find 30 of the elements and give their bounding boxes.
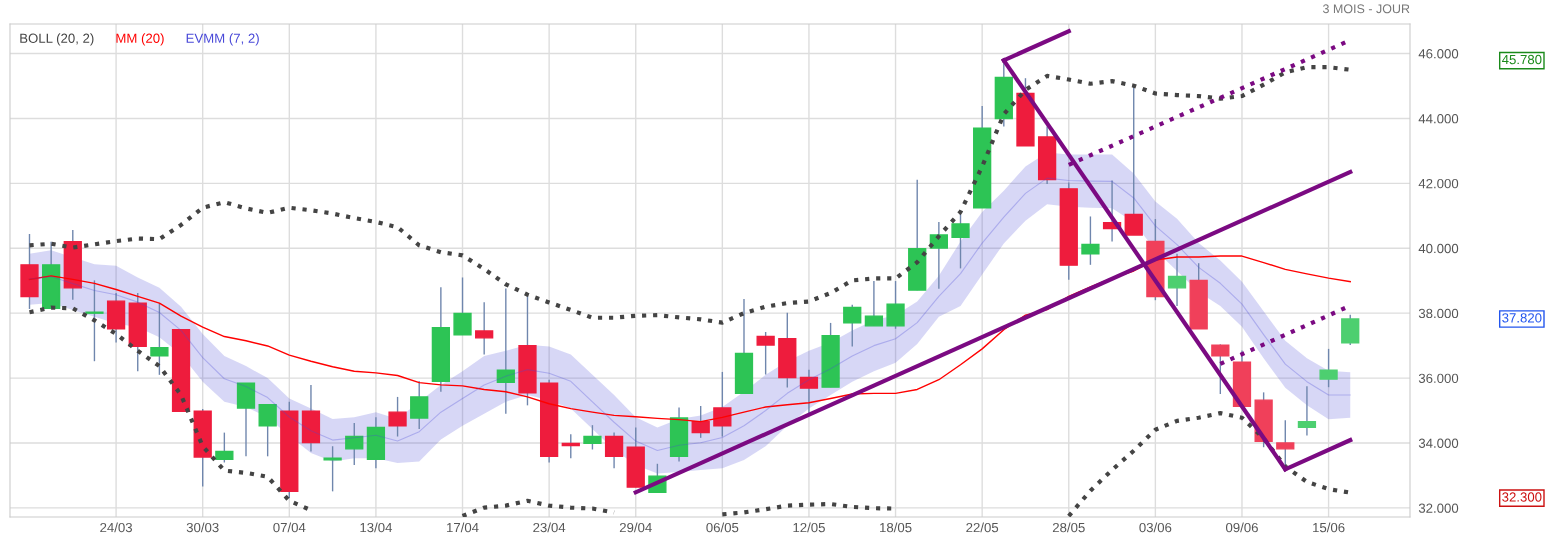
text: 3 MOIS - JOUR [1322, 4, 1410, 14]
x-tick-label: 15/06 [1313, 522, 1345, 533]
x-tick-label: 23/04 [533, 522, 566, 533]
x-tick-label: 28/05 [1052, 522, 1085, 533]
y-tick-label: 32.000 [1418, 503, 1459, 513]
text: MM (20) [116, 33, 164, 46]
y-tick-label: 34.000 [1418, 438, 1459, 448]
text: 37.820 [1502, 313, 1542, 323]
y-tick-label: 40.000 [1418, 243, 1459, 254]
text: EVMM (7, 2) [186, 33, 259, 46]
x-tick-label: 17/04 [447, 522, 479, 533]
x-tick-label: 18/05 [880, 522, 912, 533]
x-tick-label: 22/05 [966, 522, 999, 533]
x-tick-label: 13/04 [360, 522, 393, 533]
y-tick-label: 42.000 [1418, 178, 1459, 189]
text: 32.300 [1502, 492, 1542, 502]
text: BOLL (20, 2) [20, 33, 94, 46]
y-tick-label: 36.000 [1418, 373, 1459, 383]
y-tick-label: 46.000 [1418, 49, 1459, 59]
y-tick-label: 44.000 [1418, 114, 1459, 124]
text: 45.780 [1501, 54, 1542, 65]
x-tick-label: 09/06 [1225, 522, 1258, 533]
x-tick-label: 29/04 [619, 522, 652, 533]
x-tick-label: 06/05 [706, 522, 739, 533]
x-tick-label: 30/03 [186, 522, 219, 533]
x-tick-label: 03/06 [1139, 522, 1172, 533]
x-tick-label: 07/04 [273, 522, 306, 533]
x-tick-label: 24/03 [100, 522, 133, 533]
x-tick-label: 12/05 [793, 522, 825, 533]
y-tick-label: 38.000 [1418, 308, 1459, 319]
